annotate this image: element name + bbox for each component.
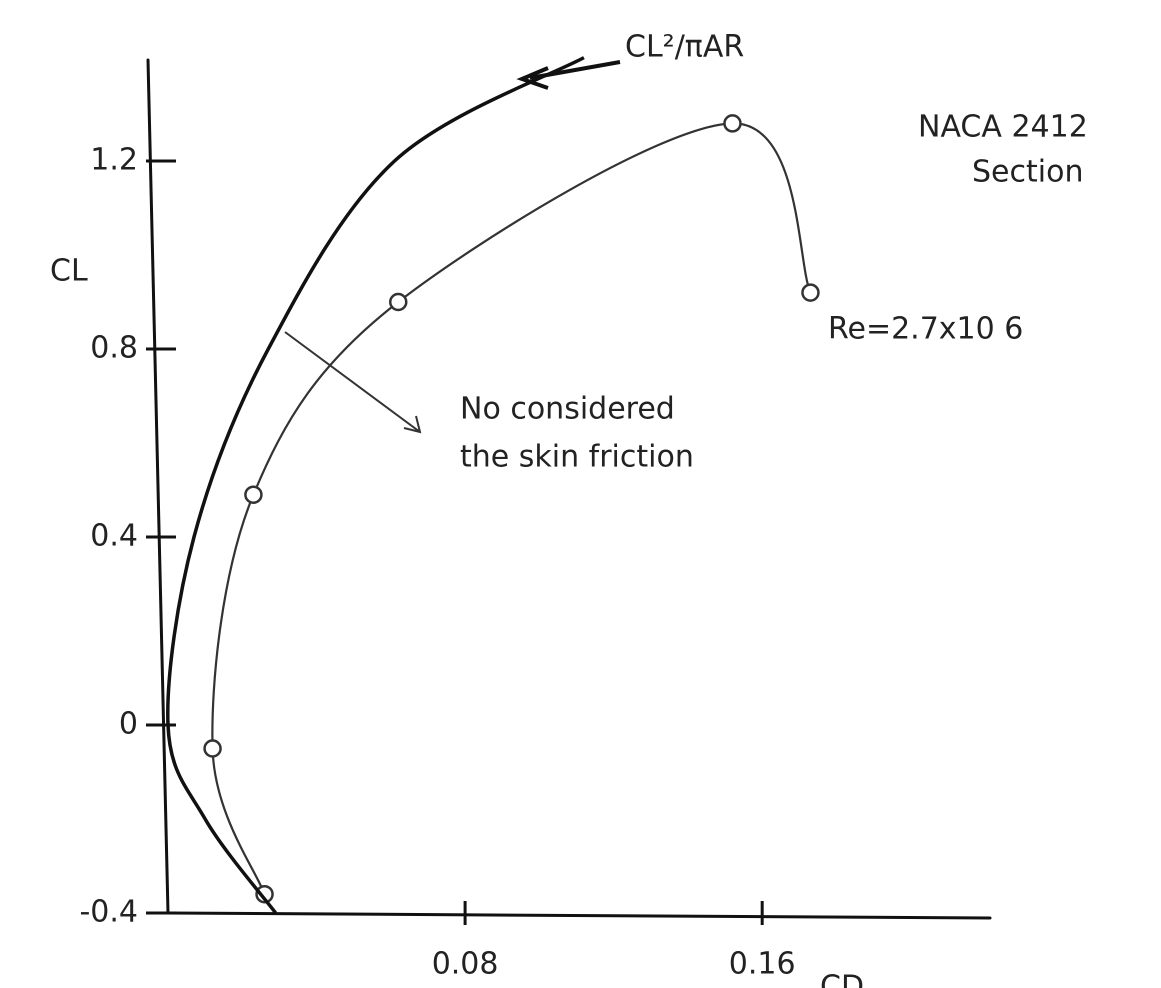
x-tick-label: 0.16 [729,947,796,982]
section-label: Section [972,155,1083,190]
data-point [723,114,742,133]
data-point [203,739,222,758]
y-axis [146,58,170,915]
y-tick-label: 1.2 [90,143,138,178]
theory-arrowhead [516,66,549,90]
y-tick-label: 0.8 [90,331,138,366]
note-line-2: the skin friction [460,440,694,475]
theory-label: CL²/πAR [625,30,744,65]
y-axis-label: CL [50,254,88,289]
reynolds-number: Re=2.7x10 6 [828,312,1023,347]
y-tick-label: -0.4 [79,895,138,930]
curve [166,56,585,915]
data-point [255,884,274,904]
data-point [801,283,820,302]
note-arrow [284,331,422,434]
x-axis [166,911,992,920]
x-axis-label: CD [820,970,864,988]
data-point [388,292,408,312]
data-point [244,485,263,504]
y-tick-label: 0 [119,707,138,742]
section-name: NACA 2412 [918,110,1088,145]
curve [211,122,812,895]
note-line-1: No considered [460,392,675,427]
x-tick-label: 0.08 [432,947,499,982]
y-tick-label: 0.4 [90,519,138,554]
